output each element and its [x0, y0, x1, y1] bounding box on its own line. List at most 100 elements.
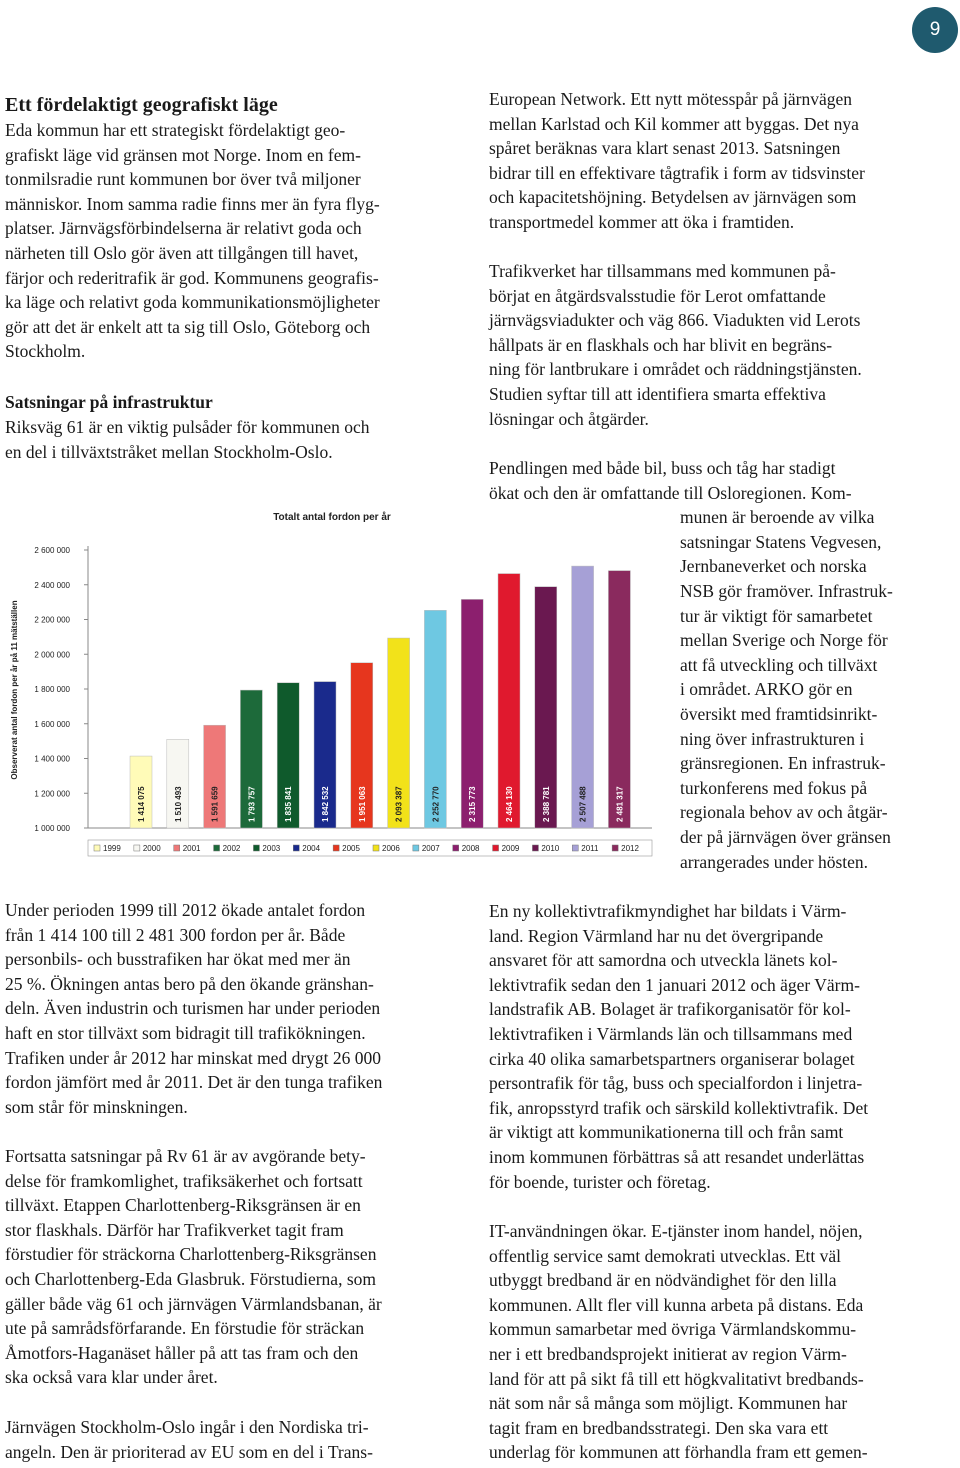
text-line: persontrafik för tåg, buss och specialfo… — [489, 1073, 863, 1094]
value-label: 2 388 781 — [542, 786, 551, 822]
text-line: översikt med framtidsinrikt- — [680, 704, 878, 724]
bar — [534, 586, 558, 829]
text-line: European Network. Ett nytt mötesspår på … — [489, 89, 853, 109]
text-line: gäller både väg 61 och järnvägen Värmlan… — [5, 1293, 382, 1314]
text-line: en del i tillväxtstråket mellan Stockhol… — [5, 441, 333, 462]
text-line: landstrafik AB. Bolaget är trafikorganis… — [489, 999, 851, 1020]
y-axis-label: Observerat antal fordon per år på 11 mät… — [10, 600, 19, 779]
legend-swatch — [332, 844, 340, 852]
legend-box — [87, 839, 653, 857]
text-line: och Charlottenberg-Eda Glasbruk. Förstud… — [5, 1269, 376, 1289]
text-line: Järnvägen Stockholm-Oslo ingår i den Nor… — [5, 1417, 369, 1437]
text-line: IT-användningen ökar. E-tjänster inom ha… — [489, 1221, 863, 1241]
text-line: och kapacitetshöjning. Betydelsen av jär… — [489, 187, 857, 208]
legend-label: 2008 — [462, 844, 480, 853]
y-tick-label: 2 400 000 — [34, 581, 70, 590]
legend-label: 2011 — [581, 844, 599, 853]
text-line: som står för minskningen. — [5, 1096, 188, 1117]
text-line: NSB gör framöver. Infrastruk- — [680, 581, 893, 601]
legend-label: 2002 — [223, 844, 241, 853]
text-line: delse för framkomlighet, trafiksäkerhet … — [5, 1170, 363, 1191]
text-line: regionala behov av och åtgär- — [680, 802, 888, 823]
legend-label: 2003 — [262, 844, 280, 853]
legend-label: 2009 — [502, 844, 520, 853]
text-line: der på järnvägen över gränsen — [680, 827, 891, 847]
value-label: 1 793 757 — [247, 786, 256, 822]
value-label: 2 315 773 — [468, 786, 477, 822]
text-line: tagit fram en bredbandsstrategi. Den ska… — [489, 1417, 829, 1438]
legend-swatch — [173, 844, 180, 852]
text-line: lösningar och åtgärder. — [489, 408, 649, 429]
text-line: i området. ARKO gör en — [680, 679, 853, 700]
text-line: tur är viktigt för samarbetet — [680, 605, 873, 626]
legend-label: 2012 — [621, 844, 639, 853]
text-line: angeln. Den är prioriterad av EU som en … — [5, 1441, 373, 1462]
subheading: Satsningar på infrastruktur — [5, 392, 213, 412]
y-tick-label: 1 800 000 — [34, 685, 70, 694]
text-line: att få utveckling och tillväxt — [680, 654, 878, 675]
bar — [497, 573, 521, 829]
text-line: tillväxt. Etappen Charlottenberg-Riksgrä… — [5, 1195, 361, 1216]
text-line: tonmilsradie runt kommunen bor över två … — [5, 169, 361, 190]
text-line: Trafiken under år 2012 har minskat med d… — [5, 1047, 382, 1068]
text-line: färjor och rederitrafik är god. Kommunen… — [5, 267, 379, 288]
bar — [276, 682, 300, 829]
text-line: närheten till Oslo gör även att tillgång… — [5, 243, 359, 263]
value-label: 1 951 063 — [358, 786, 367, 822]
text-line: ner i ett bredbandsprojekt initierat av … — [489, 1344, 847, 1364]
legend-label: 2007 — [422, 844, 440, 853]
bar — [350, 662, 374, 829]
text-line: fik, anropsstyrd trafik och särskild kol… — [489, 1097, 869, 1118]
text-line: Eda kommun har ett strategiskt fördelakt… — [5, 120, 346, 140]
text-line: lektivtrafiken i Värmlands län och tills… — [489, 1024, 853, 1044]
value-label: 1 842 532 — [321, 786, 330, 822]
text-line: land. Region Värmland har nu det övergri… — [489, 925, 824, 946]
text-line: ska också vara klar under året. — [5, 1367, 218, 1388]
legend-swatch — [611, 844, 619, 852]
value-label: 2 093 387 — [395, 786, 404, 822]
y-tick-label: 1 400 000 — [34, 755, 70, 764]
value-label: 2 464 130 — [505, 786, 514, 822]
text-line: förstudier för sträckorna Charlottenberg… — [5, 1244, 377, 1265]
legend-label: 2010 — [541, 844, 559, 853]
text-line: Trafikverket har tillsammans med kommune… — [489, 261, 836, 281]
text-line: börjat en åtgärdsvalsstudie för Lerot om… — [489, 285, 826, 306]
bar — [313, 681, 337, 829]
text-line: underlag för kommunen att förhandla fram… — [489, 1442, 868, 1463]
legend-swatch — [372, 844, 380, 852]
bar — [460, 599, 484, 829]
text-line: kommun samarbetar med övriga Värmlandsko… — [489, 1319, 857, 1340]
text-line: Riksväg 61 är en viktig pulsåder för kom… — [5, 417, 370, 437]
text-line: kommunen. Allt fler vill kunna arbeta på… — [489, 1294, 864, 1315]
text-line: mellan Karlstad och Kil kommer att bygga… — [489, 113, 859, 134]
text-line: ning över infrastrukturen i — [680, 728, 865, 749]
legend-swatch — [412, 844, 420, 852]
legend-swatch — [492, 844, 499, 852]
value-label: 2 507 488 — [579, 786, 588, 822]
value-label: 1 510 493 — [174, 786, 183, 822]
text-line: Stockholm. — [5, 341, 86, 362]
text-line: från 1 414 100 till 2 481 300 fordon per… — [5, 924, 346, 945]
value-label: 1 591 659 — [211, 786, 220, 822]
bar — [608, 570, 631, 829]
text-line: gränsregionen. En infrastruk- — [680, 753, 886, 774]
bar — [129, 755, 153, 829]
page-number: 9 — [912, 7, 958, 53]
legend-label: 2005 — [342, 844, 360, 853]
text-line: ansvaret för att samordna och utveckla l… — [489, 950, 838, 971]
y-tick-label: 2 200 000 — [34, 616, 70, 625]
text-line: Fortsatta satsningar på Rv 61 är av avgö… — [5, 1146, 366, 1166]
text-line: haft en stor tillväxt som bidragit till … — [5, 1023, 366, 1043]
value-label: 2 481 317 — [615, 786, 624, 822]
legend-swatch — [572, 844, 579, 852]
legend-label: 2006 — [382, 844, 400, 853]
legend-label: 2000 — [143, 844, 161, 853]
value-label: 1 414 075 — [137, 786, 146, 822]
text-line: Åmotfors-Haganäset håller på att tas fra… — [5, 1342, 359, 1363]
text-line: munen är beroende av vilka — [680, 507, 875, 528]
text-line: ökat och den är omfattande till Osloregi… — [489, 482, 852, 503]
text-line: nät som når så många som möjligt. Kommun… — [489, 1393, 848, 1414]
text-line: mellan Sverige och Norge för — [680, 630, 888, 651]
text-line: är viktigt att kommunikationerna till oc… — [489, 1122, 844, 1143]
